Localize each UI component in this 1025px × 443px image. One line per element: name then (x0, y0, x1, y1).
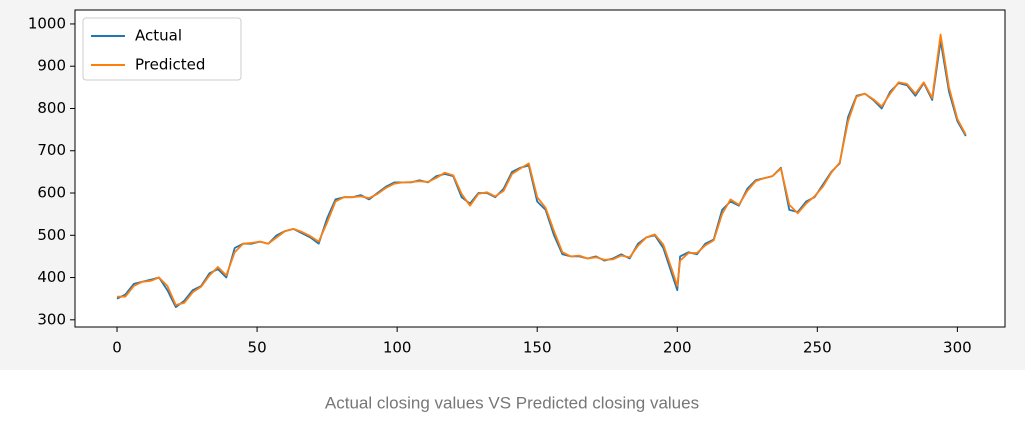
x-tick-label: 250 (803, 339, 832, 357)
y-tick-label: 900 (37, 57, 66, 75)
x-tick-label: 300 (943, 339, 972, 357)
x-tick-label: 100 (383, 339, 412, 357)
caption: Actual closing values VS Predicted closi… (325, 393, 699, 412)
x-tick-label: 0 (112, 339, 122, 357)
x-tick-label: 150 (523, 339, 552, 357)
legend-label: Predicted (135, 56, 205, 74)
legend-label: Actual (135, 27, 182, 45)
y-tick-label: 700 (37, 141, 66, 159)
series-line (117, 33, 967, 306)
y-tick-label: 1000 (28, 14, 66, 32)
x-tick-label: 50 (248, 339, 267, 357)
y-tick-label: 500 (37, 226, 66, 244)
x-tick-label: 200 (663, 339, 692, 357)
y-tick-label: 600 (37, 184, 66, 202)
y-tick-label: 800 (37, 99, 66, 117)
y-tick-label: 400 (37, 268, 66, 286)
y-tick-label: 300 (37, 310, 66, 328)
